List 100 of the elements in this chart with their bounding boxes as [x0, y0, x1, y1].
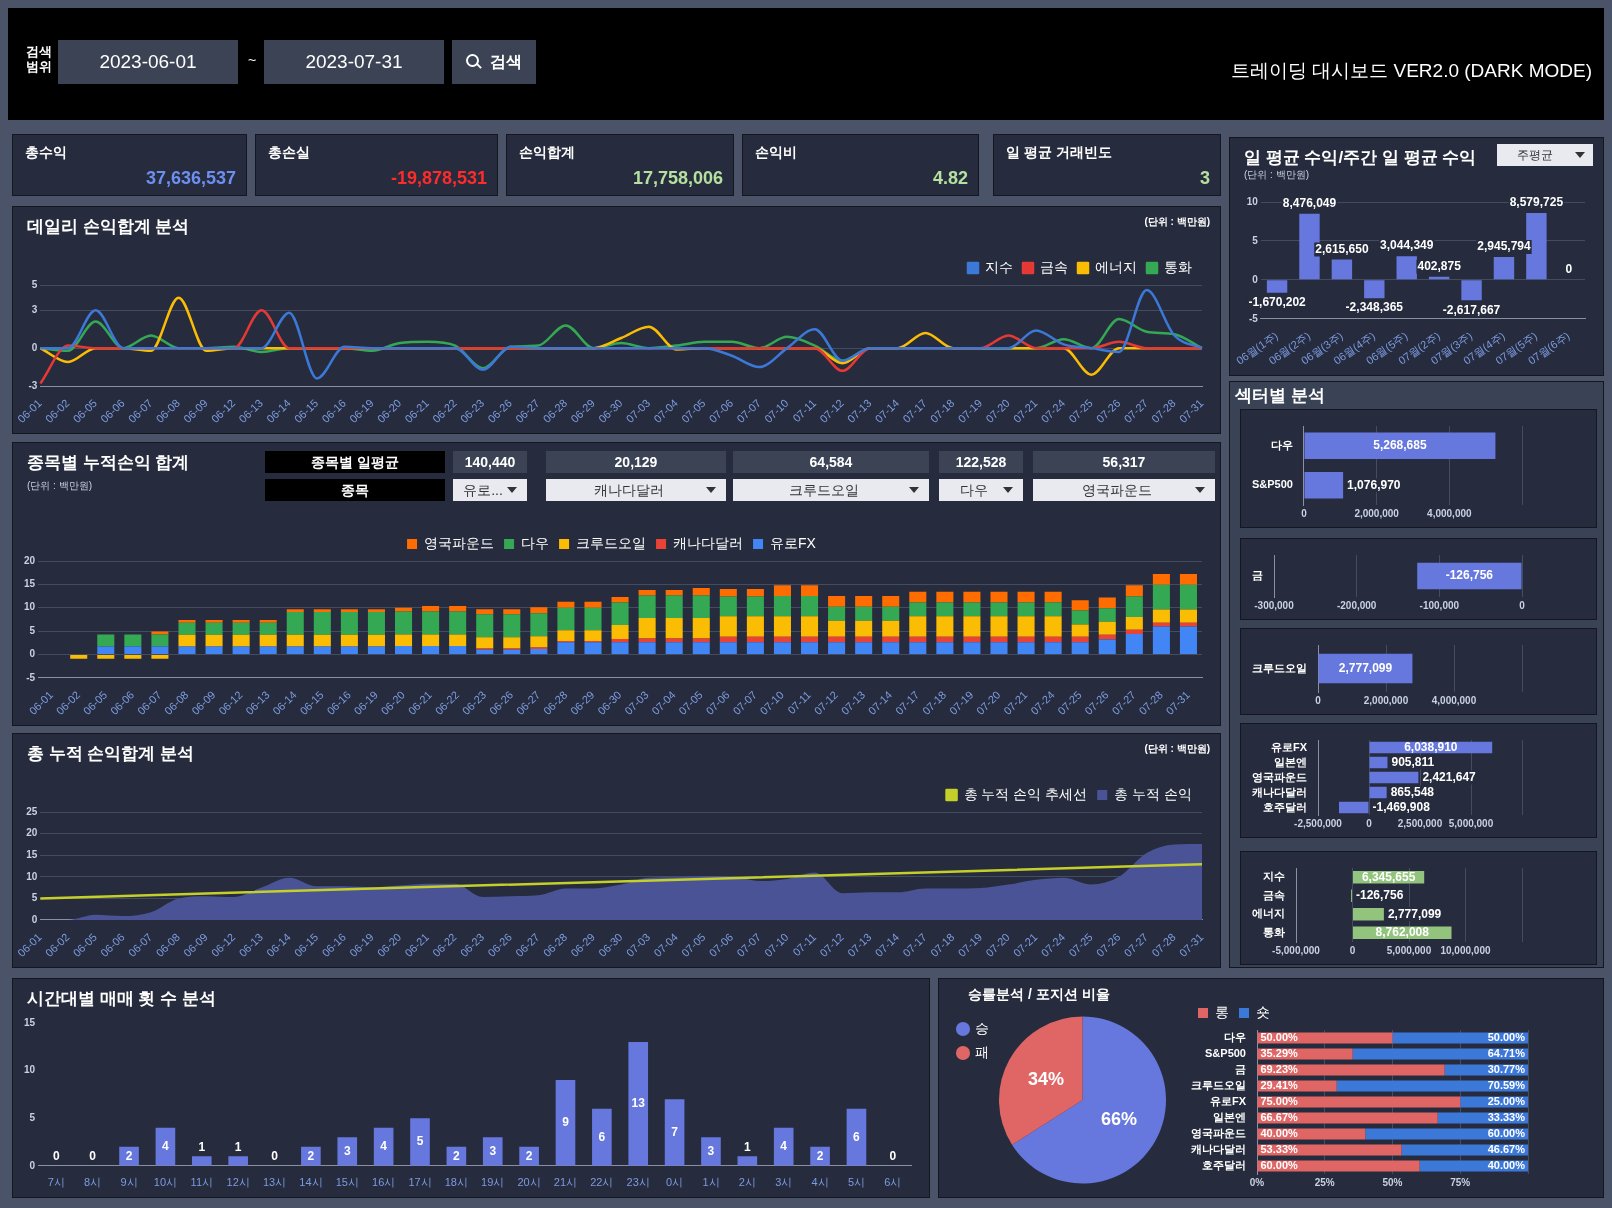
y-tick-label: 3 [31, 304, 38, 315]
bar [449, 646, 467, 654]
chart-title: 섹터별 분석 [1235, 385, 1325, 407]
bar [638, 618, 656, 639]
legend-label: 크루드오일 [576, 534, 647, 551]
text: 20,129 [546, 451, 726, 473]
bar [611, 639, 629, 643]
bar [530, 636, 548, 648]
text: 트레이딩 대시보드 VER2.0 (DARK MODE) [1230, 59, 1592, 83]
text: 56,317 [1033, 451, 1215, 473]
bar [503, 614, 521, 638]
x-tick-label: 5,000,000 [1386, 944, 1432, 956]
bar [855, 596, 873, 607]
data-label: 1 [743, 1139, 751, 1154]
data-label: 60.00% [1260, 1159, 1299, 1172]
bar [340, 646, 358, 654]
y-tick-label: 25 [26, 805, 38, 817]
y-tick-label: 호주달러 [1202, 1159, 1246, 1172]
text: 크루드오일 [733, 479, 929, 501]
bar [936, 602, 954, 617]
bar [555, 1080, 576, 1166]
bar [367, 611, 385, 635]
bar [909, 602, 927, 617]
bar [1071, 642, 1089, 654]
x-tick-label: 0 [1315, 694, 1322, 706]
annotation: -2,617,667 [1442, 302, 1501, 317]
bar [530, 613, 548, 637]
y-tick-label: 20 [24, 554, 36, 566]
data-label: 69.23% [1260, 1063, 1299, 1076]
bar [801, 616, 819, 637]
y-tick-label: 지수 [1262, 870, 1285, 883]
bar [936, 616, 954, 637]
bar [990, 616, 1008, 637]
x-tick-label: 50% [1382, 1176, 1403, 1188]
bar [665, 595, 683, 619]
bar [530, 648, 548, 654]
text: 17,758,006 [632, 168, 723, 189]
bar [286, 611, 304, 635]
bar [313, 609, 331, 612]
y-tick-label: 캐나다달러 [1190, 1143, 1246, 1156]
x-tick-label: -300,000 [1254, 599, 1295, 611]
data-label: 905,811 [1391, 754, 1435, 769]
text: 일 평균 거래빈도 [1006, 144, 1112, 162]
bar [692, 618, 710, 639]
bar [909, 616, 927, 637]
x-tick-label: 5시 [847, 1176, 866, 1189]
data-label: 0 [89, 1149, 97, 1164]
bar [801, 642, 819, 654]
annotation: 0 [1565, 262, 1573, 277]
bar [1152, 574, 1170, 585]
bar [963, 602, 981, 617]
data-label: 1,076,970 [1347, 477, 1401, 492]
legend-label: 유로FX [770, 534, 817, 551]
bar [97, 654, 115, 659]
x-tick-label: 0 [1349, 944, 1356, 956]
y-tick-label: 5 [29, 624, 36, 636]
data-label: 7 [671, 1124, 679, 1139]
bar [628, 1042, 649, 1166]
data-label: 70.59% [1487, 1079, 1526, 1092]
y-tick-label: 통화 [1263, 925, 1285, 938]
y-tick-label: 에너지 [1252, 907, 1285, 920]
annotation: -1,670,202 [1248, 295, 1307, 310]
bar [936, 591, 954, 603]
x-tick-label: 19시 [481, 1176, 505, 1189]
x-tick-label: 10시 [153, 1176, 178, 1189]
data-label: 2 [525, 1148, 533, 1163]
bar [737, 1156, 758, 1166]
bar [422, 634, 440, 647]
x-tick-label: 22시 [590, 1176, 614, 1189]
y-tick-label: 영국파운드 [1191, 1127, 1246, 1140]
data-label: 50.00% [1487, 1031, 1526, 1044]
bar [1179, 609, 1197, 623]
bar [1331, 259, 1353, 280]
data-label: 1 [198, 1139, 206, 1154]
bar [259, 619, 277, 623]
bar [151, 654, 169, 659]
bar [665, 642, 683, 654]
annotation: 3,044,349 [1380, 238, 1434, 253]
data-label: 2,777,099 [1387, 906, 1442, 921]
bar [178, 646, 196, 654]
y-tick-label: 다우 [1224, 1031, 1246, 1044]
x-tick-label: 14시 [299, 1176, 323, 1189]
bar [611, 596, 629, 603]
bar [232, 622, 250, 635]
data-label: 0 [889, 1149, 897, 1164]
bar [746, 616, 764, 637]
x-tick-label: 11시 [190, 1176, 213, 1189]
bar [503, 609, 521, 615]
legend-label: 승 [975, 1019, 989, 1036]
bar [1364, 280, 1385, 299]
data-label: 35.29% [1260, 1047, 1299, 1060]
bar [638, 589, 656, 596]
chart-subtitle: (단위 : 백만원) [1244, 168, 1309, 182]
bar [1353, 908, 1384, 921]
data-label: 865,548 [1390, 784, 1435, 799]
text: 다우 [939, 479, 1023, 501]
chart-title: 총 누적 손익합계 분석 [27, 743, 195, 765]
data-label: 4 [380, 1139, 388, 1154]
legend-label: 지수 [985, 258, 1013, 275]
chart-title: 시간대별 매매 횟 수 분석 [27, 988, 216, 1010]
